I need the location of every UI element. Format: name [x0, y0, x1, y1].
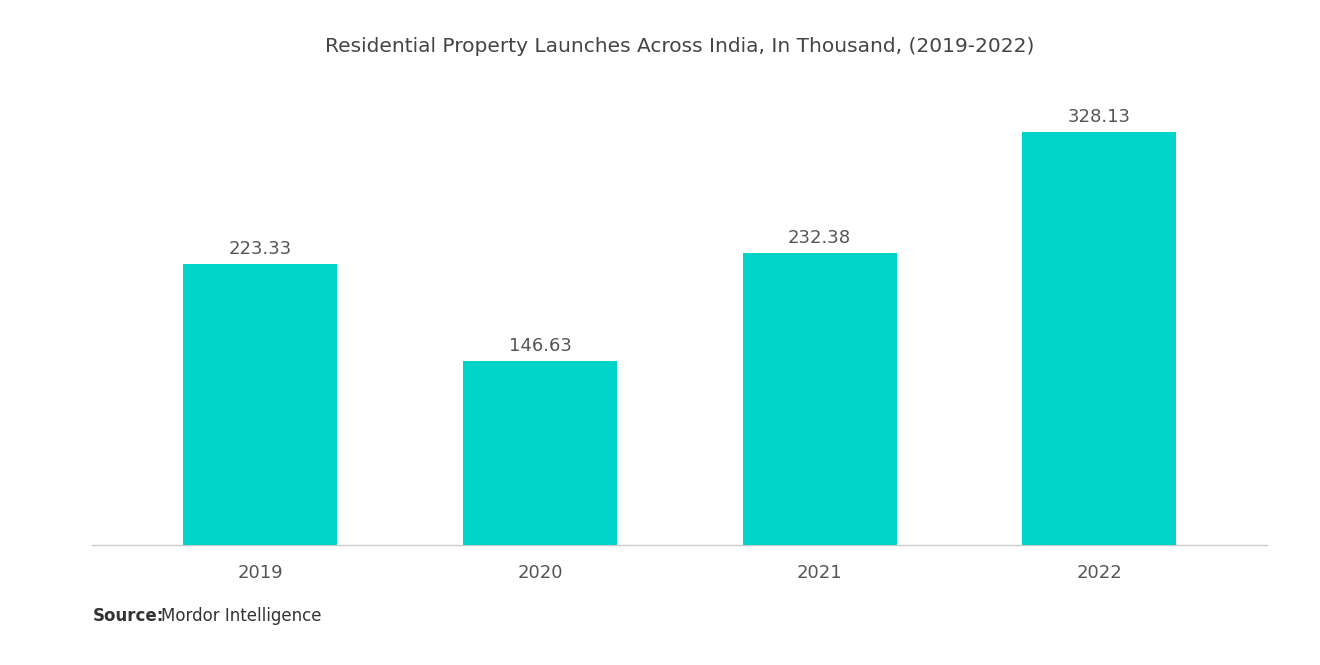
Text: Mordor Intelligence: Mordor Intelligence	[161, 607, 322, 625]
Bar	[743, 253, 896, 545]
Text: 328.13: 328.13	[1068, 108, 1131, 126]
Text: 223.33: 223.33	[228, 240, 292, 258]
Title: Residential Property Launches Across India, In Thousand, (2019-2022): Residential Property Launches Across Ind…	[325, 37, 1035, 56]
Bar	[183, 264, 337, 545]
Bar	[1023, 132, 1176, 545]
Text: Source:: Source:	[92, 607, 164, 625]
Text: 232.38: 232.38	[788, 229, 851, 247]
Text: 146.63: 146.63	[508, 336, 572, 354]
Bar	[463, 361, 616, 545]
